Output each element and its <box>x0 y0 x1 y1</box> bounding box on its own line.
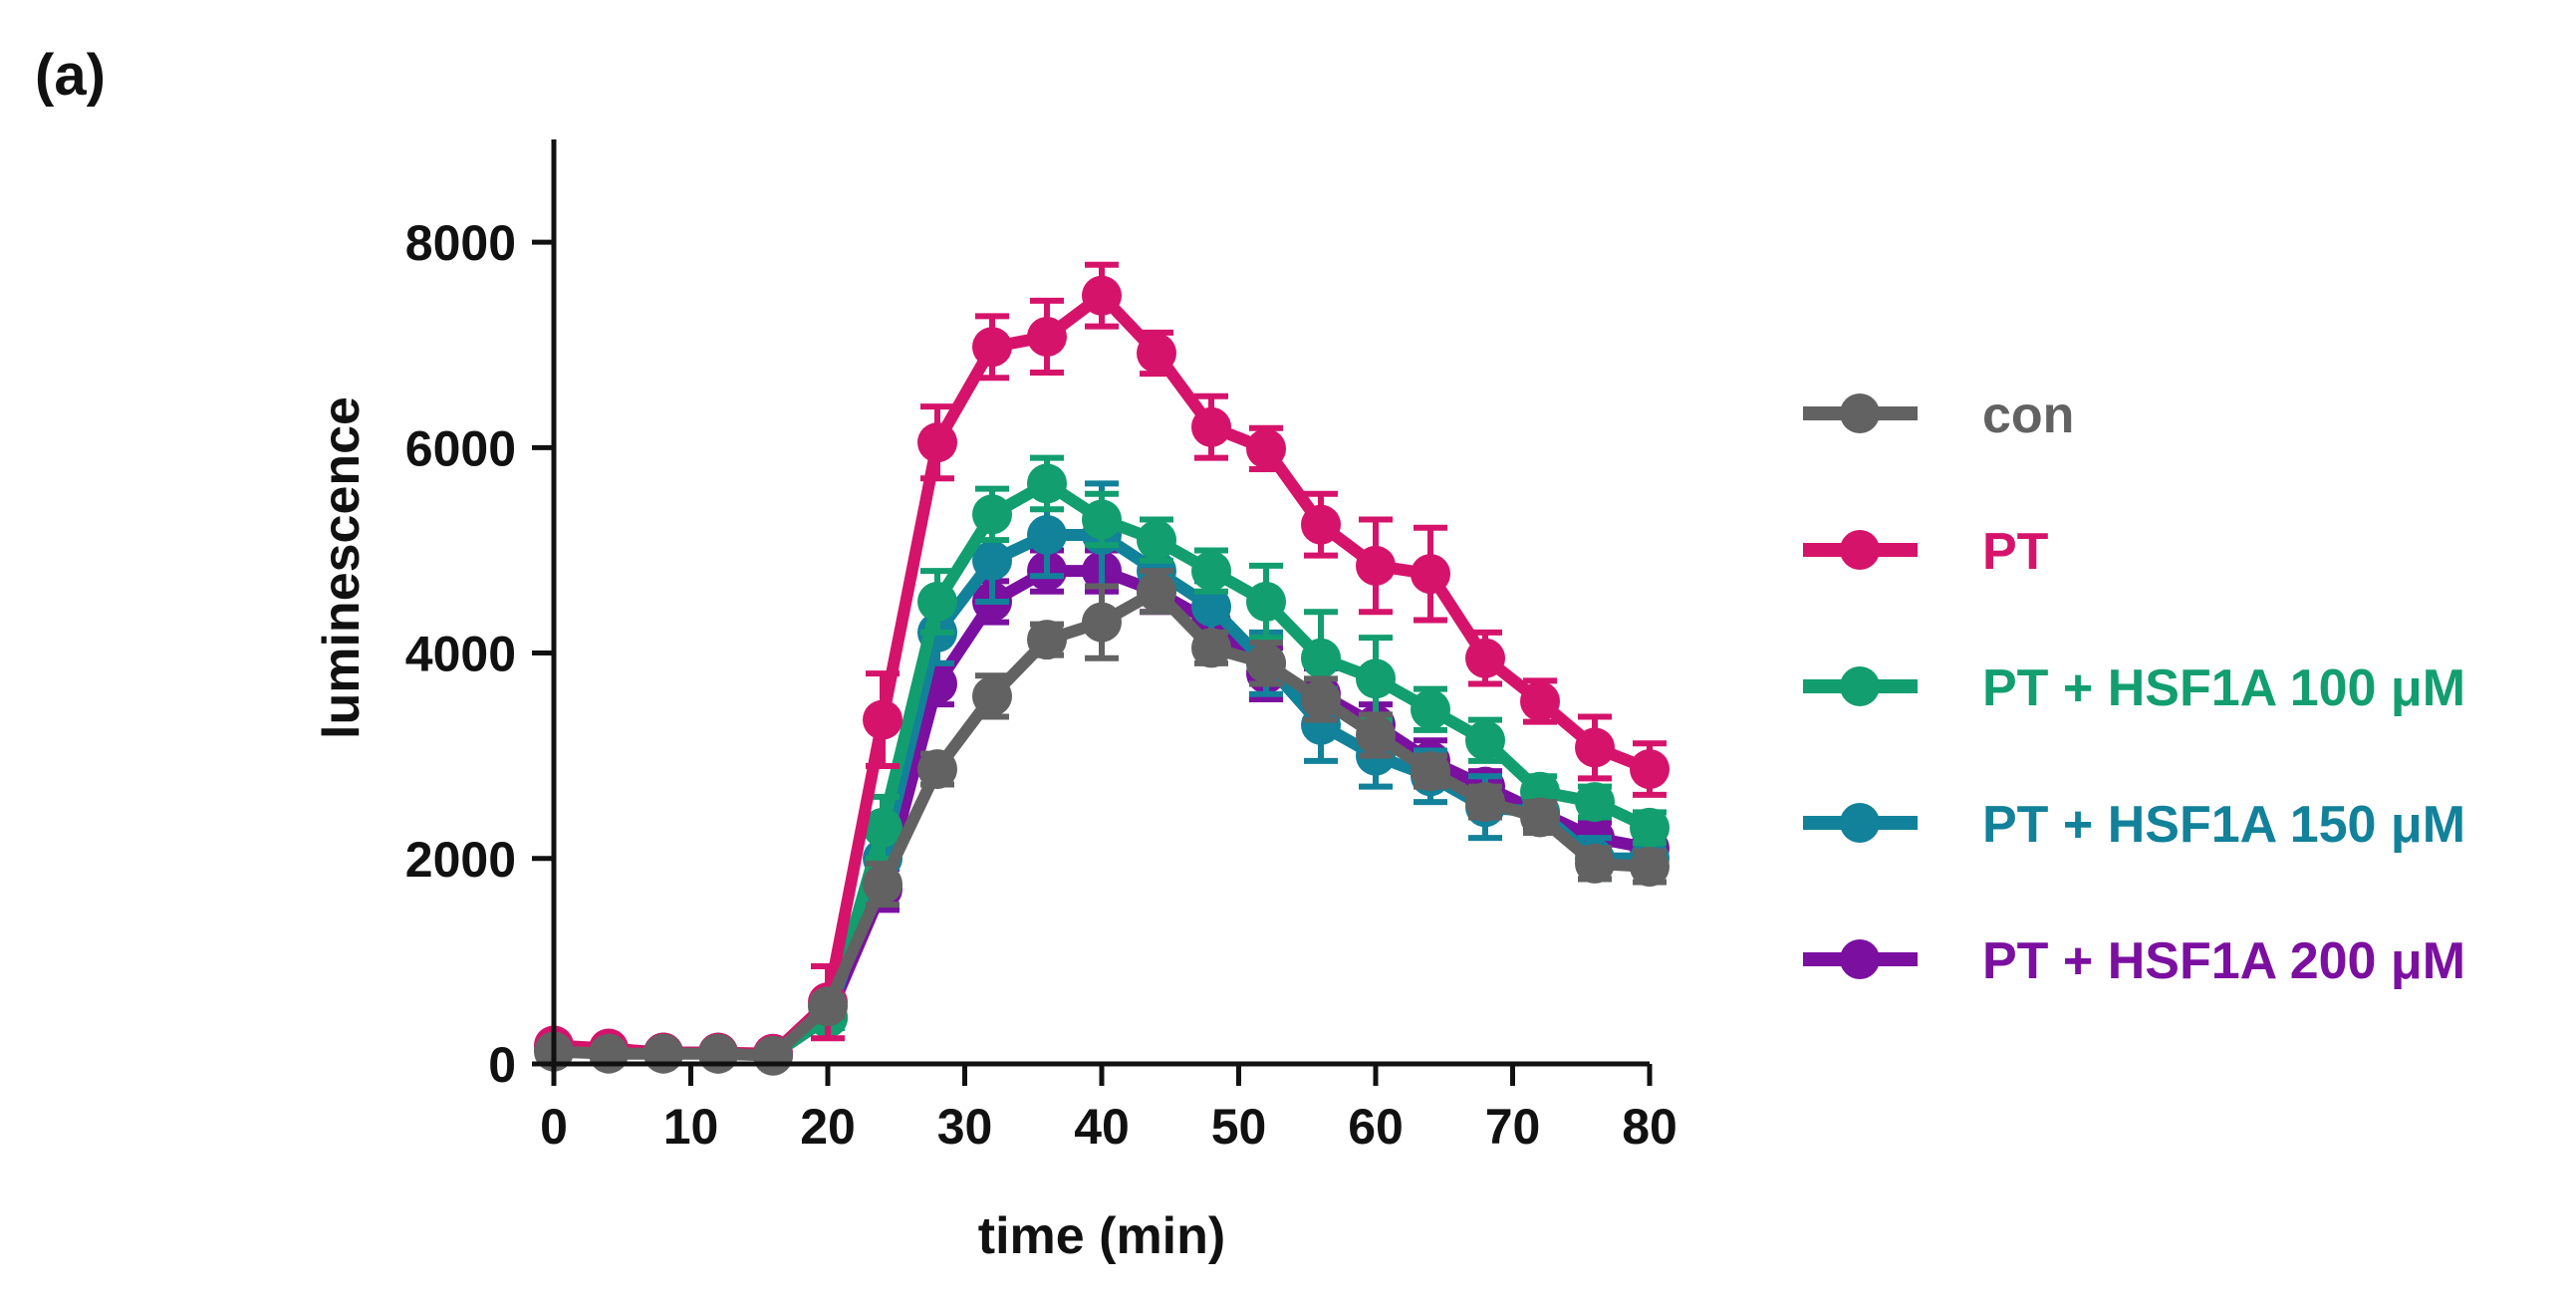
legend-label: PT + HSF1A 200 μM <box>1982 932 2465 990</box>
data-point <box>644 1033 683 1074</box>
legend-item: PT + HSF1A 150 μM <box>1803 796 2465 854</box>
data-point <box>1191 406 1231 447</box>
data-point <box>1465 782 1505 823</box>
data-point <box>1575 727 1615 768</box>
data-point <box>917 422 957 463</box>
data-point <box>1301 678 1341 719</box>
series-1 <box>534 480 1670 1075</box>
legend-swatch-marker <box>1840 803 1880 843</box>
data-point <box>917 582 957 622</box>
legend-item: PT + HSF1A 100 μM <box>1803 659 2465 717</box>
data-point <box>863 864 902 905</box>
data-point <box>863 807 902 848</box>
legend-label: PT <box>1982 523 2049 581</box>
y-tick-label: 6000 <box>405 420 516 476</box>
legend: con PT PT + HSF1A 100 μM PT + HSF1A 150 μM P… <box>1803 387 2465 990</box>
series-4 <box>534 568 1670 1076</box>
data-point <box>863 699 902 740</box>
data-point <box>1082 275 1122 316</box>
x-tick-label: 50 <box>1211 1099 1267 1155</box>
data-point <box>972 675 1012 716</box>
legend-swatch-marker <box>1840 939 1880 979</box>
data-point <box>1411 751 1450 792</box>
x-tick-label: 20 <box>800 1099 856 1155</box>
data-point <box>1575 843 1615 884</box>
x-tick-label: 80 <box>1622 1099 1677 1155</box>
data-point <box>1630 807 1670 848</box>
data-point <box>1465 720 1505 761</box>
data-point <box>1027 620 1067 660</box>
data-point <box>1246 643 1286 683</box>
data-point <box>1356 658 1396 699</box>
data-point <box>1137 571 1176 612</box>
y-tick-label: 8000 <box>405 215 516 271</box>
x-tick-label: 0 <box>540 1099 568 1155</box>
data-point <box>972 327 1012 368</box>
legend-item: PT + HSF1A 200 μM <box>1803 932 2465 990</box>
series-3 <box>534 261 1670 1074</box>
legend-label: PT + HSF1A 100 μM <box>1982 659 2465 717</box>
data-point <box>972 494 1012 535</box>
data-point <box>1411 554 1450 595</box>
data-point <box>1082 499 1122 540</box>
data-point <box>1520 797 1560 838</box>
y-tick-label: 0 <box>488 1037 516 1093</box>
data-point <box>1630 847 1670 888</box>
data-point <box>1575 782 1615 823</box>
data-point <box>1301 504 1341 545</box>
data-point <box>1137 520 1176 561</box>
data-point <box>753 1035 793 1076</box>
series-layer <box>534 261 1670 1076</box>
data-point <box>1246 428 1286 469</box>
x-axis-title: time (min) <box>978 1207 1225 1265</box>
data-point <box>1191 628 1231 668</box>
data-point <box>1082 602 1122 643</box>
legend-label: con <box>1982 387 2074 444</box>
y-tick-label: 4000 <box>405 627 516 682</box>
data-point <box>1191 551 1231 592</box>
data-point <box>1411 689 1450 730</box>
data-point <box>1301 638 1341 678</box>
data-point <box>698 1033 738 1074</box>
data-point <box>1027 316 1067 357</box>
y-axis-title: luminescence <box>313 396 371 739</box>
legend-label: PT + HSF1A 150 μM <box>1982 796 2465 854</box>
y-ticks: 0 2000 4000 6000 8000 <box>405 215 554 1093</box>
data-point <box>808 986 848 1027</box>
data-point <box>1356 715 1396 756</box>
legend-swatch-marker <box>1840 530 1880 570</box>
legend-item: con <box>1803 387 2074 444</box>
panel-label: (a) <box>35 43 106 108</box>
legend-swatch-marker <box>1840 393 1880 433</box>
plot-area: 0 10 20 30 40 50 60 70 80 0 2000 4000 6000 8000 <box>405 139 1677 1155</box>
legend-item: PT <box>1803 523 2049 581</box>
data-point <box>972 540 1012 581</box>
x-tick-label: 40 <box>1074 1099 1130 1155</box>
x-tick-label: 70 <box>1485 1099 1541 1155</box>
legend-swatch-marker <box>1840 666 1880 706</box>
data-point <box>1520 681 1560 722</box>
data-point <box>1137 333 1176 374</box>
x-ticks: 0 10 20 30 40 50 60 70 80 <box>540 1064 1677 1155</box>
x-tick-label: 60 <box>1348 1099 1404 1155</box>
x-tick-label: 30 <box>937 1099 993 1155</box>
x-tick-label: 10 <box>663 1099 719 1155</box>
data-point <box>1465 638 1505 678</box>
data-point <box>1356 545 1396 586</box>
data-point <box>1027 463 1067 504</box>
data-point <box>1191 587 1231 628</box>
data-point <box>589 1033 629 1074</box>
y-tick-label: 2000 <box>405 832 516 888</box>
data-point <box>1630 749 1670 790</box>
data-point <box>1246 582 1286 622</box>
data-point <box>917 749 957 790</box>
data-point <box>1027 514 1067 555</box>
